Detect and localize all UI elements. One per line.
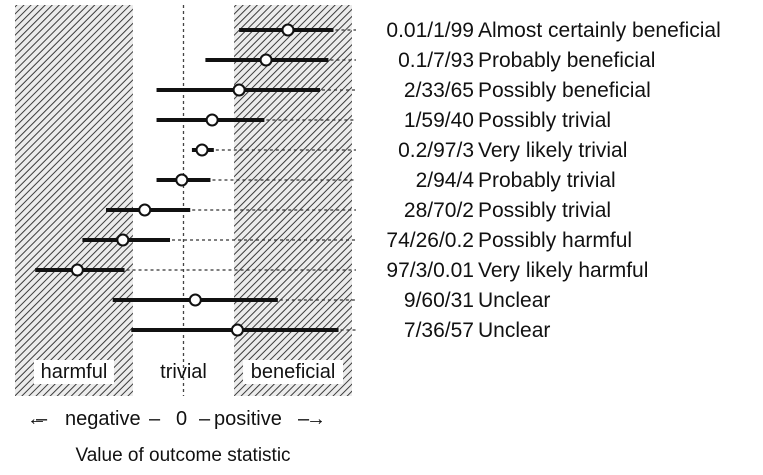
interval-row: 2/94/4 Probably trivial [156,169,616,192]
estimate-point [188,293,202,307]
trivial-zone-label: trivial [160,361,207,383]
left-arrow-dash: – [36,408,48,430]
left-arrow-icon: ← [27,408,47,430]
right-arrow-dash: – [298,408,310,430]
beneficial-label-background [243,360,344,384]
chances-label: 0.01/1/99 [386,19,474,42]
inference-label: Unclear [478,289,550,312]
estimate-point [232,83,246,97]
right-arrow-icon: → [306,408,326,430]
x-axis: ← – negative – 0 – positive – → Value of… [27,408,326,466]
harmful-zone-label: harmful [41,361,108,383]
positive-label: positive [214,408,282,430]
estimate-point [259,53,273,67]
estimate-point [195,143,209,157]
inference-label: Possibly trivial [478,109,611,132]
estimate-point [281,23,295,37]
estimate-point [205,113,219,127]
inference-label: Very likely trivial [478,139,627,162]
interval-row: 97/3/0.01 Very likely harmful [35,259,648,282]
estimate-point [175,173,189,187]
inference-label: Probably trivial [478,169,616,192]
interval-row: 0.01/1/99 Almost certainly beneficial [239,19,721,42]
inference-label: Possibly beneficial [478,79,651,102]
inference-label: Probably beneficial [478,49,655,72]
beneficial-zone-label: beneficial [251,361,336,383]
interval-row: 2/33/65 Possibly beneficial [156,79,651,102]
estimate-point [116,233,130,247]
x-axis-label: Value of outcome statistic [75,445,290,466]
interval-row: 7/36/57 Unclear [131,319,550,342]
interval-row: 0.1/7/93 Probably beneficial [205,49,655,72]
negative-label: negative [65,408,141,430]
interval-row: 28/70/2 Possibly trivial [105,199,611,222]
negative-dash: – [149,408,161,430]
estimate-point [138,203,152,217]
chances-label: 1/59/40 [404,109,474,132]
chances-label: 2/94/4 [416,169,475,192]
zero-tick-label: 0 [176,408,187,430]
chances-label: 9/60/31 [404,289,474,312]
interval-row: 1/59/40 Possibly trivial [156,109,611,132]
beneficial-zone [234,5,352,396]
chances-label: 2/33/65 [404,79,474,102]
estimate-point [230,323,244,337]
inference-label: Possibly trivial [478,199,611,222]
interval-row: 0.2/97/3 Very likely trivial [191,139,627,162]
interval-row: 74/26/0.2 Possibly harmful [82,229,632,252]
inference-label: Unclear [478,319,550,342]
intervals-group: 0.01/1/99 Almost certainly beneficial0.1/… [35,19,721,342]
chances-label: 7/36/57 [404,319,474,342]
chances-label: 28/70/2 [404,199,474,222]
interval-row: 9/60/31 Unclear [112,289,550,312]
inference-label: Very likely harmful [478,259,648,282]
chances-label: 74/26/0.2 [386,229,474,252]
harmful-label-background [33,360,114,384]
estimate-point [70,263,84,277]
harmful-zone [15,5,133,396]
chances-label: 0.2/97/3 [398,139,474,162]
inference-label: Possibly harmful [478,229,632,252]
chances-label: 97/3/0.01 [386,259,474,282]
positive-dash: – [199,408,211,430]
chances-label: 0.1/7/93 [398,49,474,72]
inference-label: Almost certainly beneficial [478,19,721,42]
